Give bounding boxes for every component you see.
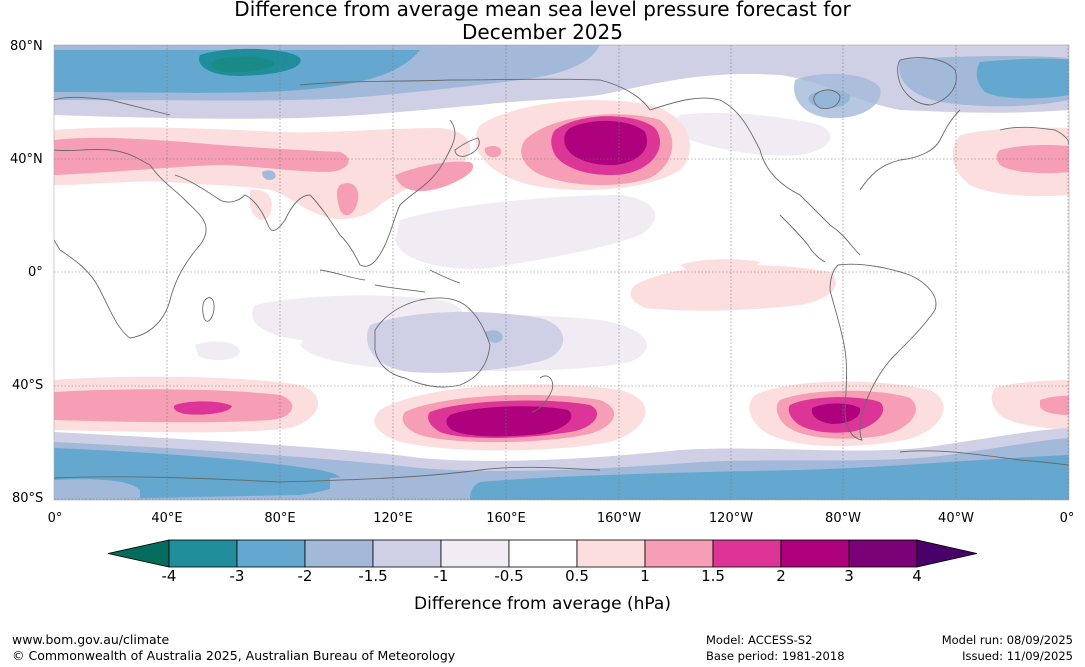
colorbar-tick: 0.5 xyxy=(565,567,589,585)
colorbar-segment xyxy=(848,539,918,568)
lon-label-0-left: 0° xyxy=(47,511,63,526)
arctic-negative-band xyxy=(54,45,1069,119)
colorbar-tick: -2 xyxy=(297,567,313,585)
antarctic-negative-band xyxy=(54,428,1069,500)
southern-positive-band xyxy=(54,376,1069,451)
lat-label-40s: 40°S xyxy=(12,378,44,393)
colorbar-tick: -1 xyxy=(433,567,449,585)
lon-label-40e: 40°E xyxy=(151,511,183,526)
footer-model: Model: ACCESS-S2 xyxy=(706,633,813,647)
title-line-1: Difference from average mean sea level p… xyxy=(234,0,851,21)
colorbar-tick: 1 xyxy=(640,567,650,585)
lon-label-40w: 40°W xyxy=(938,511,974,526)
lon-label-160w: 160°W xyxy=(596,511,642,526)
footer-copyright: © Commonwealth of Australia 2025, Austra… xyxy=(12,648,456,663)
colorbar-tick: -0.5 xyxy=(494,567,524,585)
colorbar xyxy=(107,539,978,568)
graticule xyxy=(54,45,1069,500)
lat-label-80n: 80°N xyxy=(10,39,43,54)
colorbar-extend-high xyxy=(916,539,978,568)
lat-label-80s: 80°S xyxy=(12,491,44,506)
colorbar-segment xyxy=(508,539,578,568)
colorbar-tick: 1.5 xyxy=(701,567,725,585)
colorbar-segment xyxy=(780,539,850,568)
lon-label-80e: 80°E xyxy=(264,511,296,526)
footer-website: www.bom.gov.au/climate xyxy=(12,632,170,647)
east-pacific-positive xyxy=(630,265,836,311)
colorbar-segment xyxy=(644,539,714,568)
colorbar-segment xyxy=(236,539,306,568)
colorbar-segment xyxy=(576,539,646,568)
colorbar-segment xyxy=(304,539,374,568)
colorbar-tick: 3 xyxy=(844,567,854,585)
lat-label-40n: 40°N xyxy=(10,152,43,167)
colorbar-segment xyxy=(372,539,442,568)
colorbar-tick: -1.5 xyxy=(358,567,388,585)
colorbar-segment xyxy=(168,539,238,568)
colorbar-segment xyxy=(712,539,782,568)
colorbar-tick: -3 xyxy=(229,567,245,585)
lon-label-0-right: 0° xyxy=(1059,511,1075,526)
north-pacific-high xyxy=(475,100,690,190)
colorbar-tick: 4 xyxy=(912,567,922,585)
coastlines xyxy=(54,57,1069,483)
lon-label-160e: 160°E xyxy=(486,511,526,526)
colorbar-tick: -4 xyxy=(161,567,177,585)
footer-issued: Issued: 11/09/2025 xyxy=(962,649,1073,663)
lat-label-0: 0° xyxy=(28,265,43,280)
colorbar-extend-low xyxy=(107,539,170,568)
tropical-negative-band xyxy=(195,170,656,373)
colorbar-segment xyxy=(440,539,510,568)
colorbar-label: Difference from average (hPa) xyxy=(414,594,671,614)
footer-base-period: Base period: 1981-2018 xyxy=(706,649,845,663)
lon-label-80w: 80°W xyxy=(825,511,861,526)
colorbar-tick: 2 xyxy=(776,567,786,585)
title-line-2: December 2025 xyxy=(462,20,623,44)
lon-label-120e: 120°E xyxy=(373,511,413,526)
footer-model-run: Model run: 08/09/2025 xyxy=(941,633,1073,647)
lon-label-120w: 120°W xyxy=(708,511,754,526)
north-atlantic-positive xyxy=(54,127,1069,197)
